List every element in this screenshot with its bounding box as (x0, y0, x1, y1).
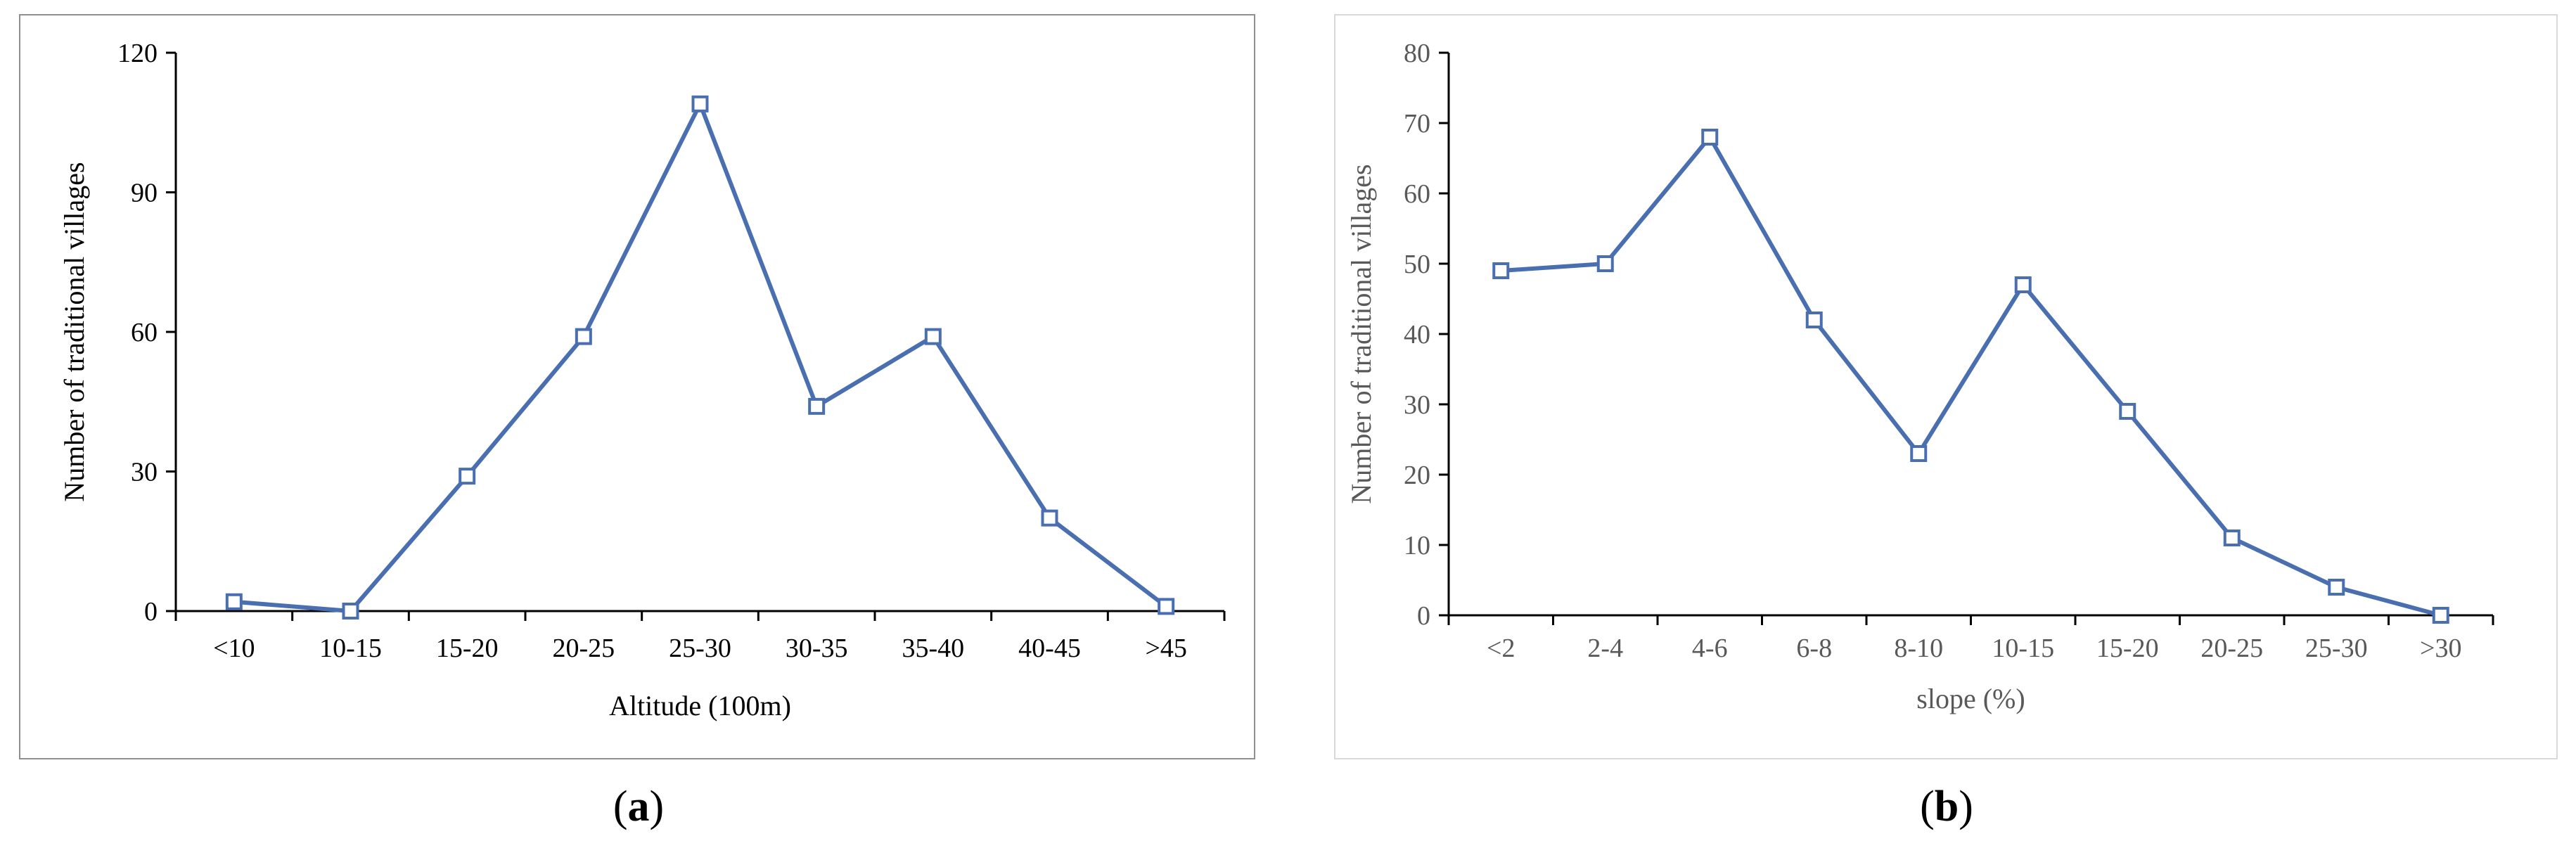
y-tick-label: 90 (131, 179, 158, 208)
series-line (233, 98, 1167, 614)
data-point-marker (1805, 312, 1823, 328)
data-point-marker (1596, 255, 1614, 272)
y-tick-label: 0 (1417, 601, 1430, 631)
y-tick-label: 20 (1404, 461, 1430, 490)
x-tick-label: >45 (1145, 634, 1186, 663)
y-tick-label: 70 (1404, 109, 1430, 139)
data-point-marker (2328, 579, 2345, 596)
y-tick-label: 0 (144, 597, 158, 627)
data-point-marker (342, 603, 359, 620)
series-line (1501, 133, 2442, 617)
y-tick-label: 40 (1404, 320, 1430, 349)
data-point-marker (808, 397, 826, 415)
x-tick-label: 20-25 (2200, 634, 2263, 663)
x-tick-label: 40-45 (1018, 634, 1081, 663)
x-axis-label: slope (%) (1916, 683, 2025, 714)
x-tick-label: 15-20 (2096, 634, 2159, 663)
x-tick-label: 2-4 (1587, 634, 1623, 663)
data-point-marker (2119, 403, 2136, 420)
data-point-marker (2014, 276, 2032, 293)
data-point-marker (575, 328, 592, 345)
chart-a: 0 30 60 90 120 <10 10-15 15-20 20-25 25-30 30-35 35… (58, 39, 1226, 721)
x-tick-label: 25-30 (669, 634, 731, 663)
chart-b: 0 10 20 30 40 50 60 70 80 <2 2-4 4-6 6-8 8-10 10-15 15-… (1345, 39, 2494, 714)
x-tick-label: 6-8 (1796, 634, 1832, 663)
x-tick-label: 8-10 (1894, 634, 1943, 663)
y-tick-label: 10 (1404, 531, 1430, 560)
x-tick-label: 4-6 (1692, 634, 1728, 663)
data-point-marker (2223, 530, 2241, 546)
x-tick-label: 15-20 (436, 634, 499, 663)
y-tick-label: 30 (131, 458, 158, 487)
x-tick-label: 25-30 (2305, 634, 2368, 663)
caption-b-letter: b (1934, 783, 1959, 830)
data-point-marker (2432, 607, 2449, 624)
y-axis-label: Number of traditional villages (58, 162, 90, 501)
data-point-marker (1041, 509, 1058, 527)
data-point-marker (459, 468, 476, 485)
chart-panel-a: 0 30 60 90 120 <10 10-15 15-20 20-25 25-30 30-35 35… (19, 14, 1255, 759)
data-point-marker (924, 328, 942, 345)
y-tick-label: 80 (1404, 39, 1430, 68)
y-axis-label: Number of traditional villages (1345, 164, 1377, 503)
x-tick-label: 20-25 (553, 634, 615, 663)
x-tick-label: 10-15 (319, 634, 382, 663)
data-point-marker (1158, 598, 1175, 615)
y-tick-label: 60 (1404, 179, 1430, 209)
y-tick-label: 60 (131, 318, 158, 347)
x-tick-label: <2 (1487, 634, 1515, 663)
data-point-marker (1701, 129, 1719, 146)
data-point-marker (1910, 445, 1928, 462)
caption-a-letter: a (627, 783, 650, 830)
data-point-marker (225, 593, 243, 610)
caption-a: (a) (613, 783, 665, 830)
data-point-marker (1492, 262, 1510, 279)
chart-panel-b: 0 10 20 30 40 50 60 70 80 <2 2-4 4-6 6-8 8-10 10-15 15-… (1334, 14, 2558, 759)
x-axis-label: Altitude (100m) (609, 690, 791, 721)
x-tick-label: >30 (2420, 634, 2461, 663)
x-tick-label: 10-15 (1992, 634, 2054, 663)
x-tick-label: 30-35 (786, 634, 848, 663)
data-point-marker (691, 95, 709, 113)
x-tick-label: <10 (213, 634, 255, 663)
x-tick-label: 35-40 (902, 634, 965, 663)
y-tick-label: 30 (1404, 390, 1430, 420)
caption-b: (b) (1920, 783, 1973, 830)
y-tick-label: 50 (1404, 250, 1430, 279)
y-tick-label: 120 (117, 39, 158, 68)
